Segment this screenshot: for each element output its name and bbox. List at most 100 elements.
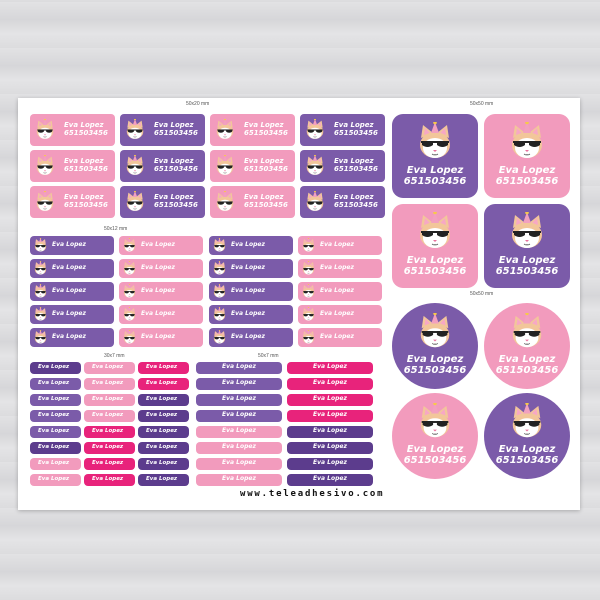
name-sticker: Eva Lopez bbox=[196, 442, 282, 454]
name-sticker: Eva Lopez bbox=[30, 474, 81, 486]
name-sticker: Eva Lopez bbox=[119, 328, 203, 347]
name-sticker: Eva Lopez bbox=[84, 474, 135, 486]
name-sticker: Eva Lopez 651503456 bbox=[484, 303, 570, 389]
name-sticker: Eva Lopez bbox=[138, 410, 189, 422]
sticker-name: Eva Lopez bbox=[313, 395, 347, 403]
website-footer: www.teleadhesivo.com bbox=[240, 489, 385, 499]
sticker-name: Eva Lopez bbox=[222, 379, 256, 387]
sticker-phone: 651503456 bbox=[64, 164, 108, 173]
cat-icon bbox=[34, 190, 56, 217]
sticker-name: Eva Lopez bbox=[52, 309, 86, 317]
sticker-name: Eva Lopez bbox=[222, 443, 256, 451]
name-sticker: Eva Lopez bbox=[138, 394, 189, 406]
sticker-name: Eva Lopez bbox=[52, 332, 86, 340]
name-sticker: Eva Lopez bbox=[119, 259, 203, 278]
sticker-phone: 651503456 bbox=[64, 128, 108, 137]
dimension-label-50x50-round: 50x50 mm bbox=[470, 291, 494, 297]
cat-icon bbox=[508, 311, 546, 355]
cat-icon bbox=[214, 190, 236, 217]
name-sticker: Eva Lopez 651503456 bbox=[120, 114, 205, 146]
name-sticker: Eva Lopez bbox=[84, 362, 135, 374]
cat-icon bbox=[304, 118, 326, 145]
sticker-name: Eva Lopez bbox=[320, 332, 354, 340]
sticker-name: Eva Lopez bbox=[141, 309, 175, 317]
sticker-name: Eva Lopez bbox=[231, 286, 265, 294]
sticker-phone: 651503456 bbox=[403, 175, 467, 187]
cat-icon bbox=[124, 190, 146, 217]
sticker-name: Eva Lopez bbox=[146, 443, 178, 450]
name-sticker: Eva Lopez bbox=[138, 378, 189, 390]
name-sticker: Eva Lopez bbox=[84, 442, 135, 454]
sticker-name: Eva Lopez bbox=[154, 121, 194, 130]
name-sticker: Eva Lopez 651503456 bbox=[300, 186, 385, 218]
name-sticker: Eva Lopez bbox=[30, 236, 114, 255]
cat-icon bbox=[301, 329, 316, 347]
sticker-name: Eva Lopez bbox=[313, 427, 347, 435]
sticker-name: Eva Lopez bbox=[64, 157, 104, 166]
sticker-phone: 651503456 bbox=[154, 200, 198, 209]
sticker-name: Eva Lopez bbox=[38, 427, 70, 434]
cat-icon bbox=[124, 118, 146, 145]
name-sticker: Eva Lopez bbox=[84, 458, 135, 470]
dimension-label-50x20: 50x20 mm bbox=[186, 101, 210, 107]
name-sticker: Eva Lopez 651503456 bbox=[484, 204, 570, 288]
sticker-name: Eva Lopez bbox=[64, 121, 104, 130]
name-sticker: Eva Lopez bbox=[138, 442, 189, 454]
name-sticker: Eva Lopez 651503456 bbox=[392, 114, 478, 198]
name-sticker: Eva Lopez 651503456 bbox=[30, 186, 115, 218]
name-sticker: Eva Lopez bbox=[298, 305, 382, 324]
name-sticker: Eva Lopez bbox=[298, 282, 382, 301]
name-sticker: Eva Lopez bbox=[30, 378, 81, 390]
name-sticker: Eva Lopez bbox=[287, 426, 373, 438]
name-sticker: Eva Lopez bbox=[30, 410, 81, 422]
sticker-name: Eva Lopez bbox=[222, 395, 256, 403]
sticker-name: Eva Lopez bbox=[52, 240, 86, 248]
name-sticker: Eva Lopez 651503456 bbox=[392, 393, 478, 479]
cat-icon bbox=[301, 237, 316, 255]
sticker-name: Eva Lopez bbox=[92, 395, 124, 402]
sticker-phone: 651503456 bbox=[403, 265, 467, 277]
sticker-name: Eva Lopez bbox=[231, 240, 265, 248]
sticker-name: Eva Lopez bbox=[498, 165, 556, 176]
cat-icon bbox=[122, 237, 137, 255]
sticker-name: Eva Lopez bbox=[141, 263, 175, 271]
sticker-name: Eva Lopez bbox=[334, 121, 374, 130]
cat-icon bbox=[212, 283, 227, 301]
name-sticker: Eva Lopez bbox=[138, 362, 189, 374]
dimension-label-50x12: 50x12 mm bbox=[104, 226, 128, 232]
sticker-name: Eva Lopez bbox=[38, 395, 70, 402]
sticker-name: Eva Lopez bbox=[320, 263, 354, 271]
sticker-name: Eva Lopez bbox=[498, 444, 556, 455]
cat-icon bbox=[33, 329, 48, 347]
cat-icon bbox=[34, 118, 56, 145]
sticker-name: Eva Lopez bbox=[146, 427, 178, 434]
sticker-name: Eva Lopez bbox=[313, 411, 347, 419]
cat-icon bbox=[33, 283, 48, 301]
name-sticker: Eva Lopez 651503456 bbox=[120, 186, 205, 218]
name-sticker: Eva Lopez bbox=[196, 410, 282, 422]
sticker-name: Eva Lopez bbox=[52, 263, 86, 271]
name-sticker: Eva Lopez bbox=[209, 259, 293, 278]
sticker-name: Eva Lopez bbox=[222, 427, 256, 435]
name-sticker: Eva Lopez bbox=[30, 305, 114, 324]
sticker-name: Eva Lopez bbox=[313, 363, 347, 371]
sticker-name: Eva Lopez bbox=[231, 263, 265, 271]
name-sticker: Eva Lopez 651503456 bbox=[300, 114, 385, 146]
cat-icon bbox=[33, 306, 48, 324]
sticker-phone: 651503456 bbox=[154, 164, 198, 173]
name-sticker: Eva Lopez bbox=[287, 474, 373, 486]
sticker-phone: 651503456 bbox=[495, 265, 559, 277]
name-sticker: Eva Lopez bbox=[138, 426, 189, 438]
sticker-phone: 651503456 bbox=[244, 164, 288, 173]
sticker-name: Eva Lopez bbox=[38, 379, 70, 386]
cat-icon bbox=[122, 329, 137, 347]
cat-icon bbox=[415, 210, 455, 256]
sticker-name: Eva Lopez bbox=[146, 411, 178, 418]
name-sticker: Eva Lopez bbox=[138, 474, 189, 486]
name-sticker: Eva Lopez bbox=[30, 259, 114, 278]
sticker-name: Eva Lopez bbox=[38, 363, 70, 370]
sticker-name: Eva Lopez bbox=[38, 411, 70, 418]
cat-icon bbox=[416, 311, 454, 355]
sticker-name: Eva Lopez bbox=[154, 157, 194, 166]
cat-icon bbox=[214, 154, 236, 181]
